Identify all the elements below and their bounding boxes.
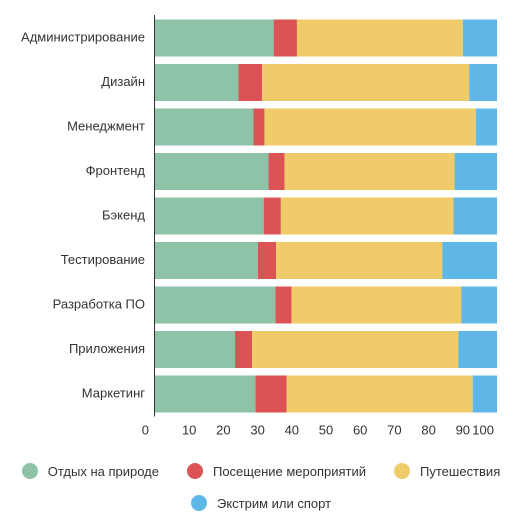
- category-label: Администрирование: [21, 29, 145, 44]
- bar-segment-1-row-6: [155, 242, 258, 279]
- category-label: Приложения: [69, 341, 145, 356]
- legend-label-travel: Путешествия: [420, 463, 501, 479]
- x-tick-label: 90: [456, 422, 470, 437]
- bar-segment-4-row-5: [453, 197, 497, 235]
- bar-segment-2-row-9: [255, 375, 287, 413]
- bar-segment-2-row-8: [235, 331, 253, 368]
- bar-segment-4-row-6: [442, 242, 497, 279]
- bar-segment-2-row-1: [273, 19, 297, 57]
- bar-segment-3-row-4: [284, 153, 455, 190]
- bar-segment-4-row-1: [462, 19, 497, 57]
- category-label: Менеджмент: [67, 118, 145, 133]
- category-label: Бэкенд: [102, 207, 145, 222]
- bar-segment-2-row-3: [253, 108, 265, 146]
- legend-item-travel: Путешествия: [394, 463, 500, 479]
- category-labels: Администрирование Дизайн Менеджмент Фронтен…: [21, 29, 145, 400]
- x-axis-tick-labels: 0 10 20 30 40 50 60 70 80 90 100: [142, 422, 494, 437]
- legend: Отдых на природе Посещение мероприятий П…: [0, 455, 522, 519]
- category-label: Разработка ПО: [53, 296, 145, 311]
- bar-segment-1-row-3: [155, 108, 254, 146]
- x-tick-label: 70: [387, 422, 401, 437]
- bar-segment-4-row-3: [475, 108, 497, 146]
- x-tick-label: 0: [142, 422, 149, 437]
- legend-item-events: Посещение мероприятий: [186, 463, 367, 479]
- bar-segment-1-row-9: [155, 375, 256, 413]
- x-tick-label: 50: [319, 422, 333, 437]
- bar-segment-1-row-1: [155, 19, 274, 57]
- bar-segment-3-row-3: [264, 108, 476, 146]
- x-tick-label: 100: [472, 422, 494, 437]
- category-label: Тестирование: [61, 252, 145, 267]
- bar-segment-1-row-2: [155, 64, 239, 101]
- x-tick-label: 40: [285, 422, 299, 437]
- bar-segment-1-row-4: [155, 153, 269, 190]
- x-tick-label: 20: [216, 422, 230, 437]
- bar-segment-3-row-9: [286, 375, 473, 413]
- x-tick-label: 60: [353, 422, 367, 437]
- legend-row-1: Отдых на природе Посещение мероприятий П…: [0, 455, 522, 487]
- bar-segment-4-row-7: [461, 286, 497, 324]
- bar-segment-3-row-2: [262, 64, 470, 101]
- bar-segment-1-row-5: [155, 197, 264, 235]
- bar-segment-4-row-8: [458, 331, 497, 368]
- legend-item-nature: Отдых на природе: [21, 463, 159, 479]
- bar-segment-2-row-6: [257, 242, 277, 279]
- bars: [155, 19, 497, 413]
- legend-row-2: Экстрим или спорт: [0, 487, 522, 519]
- bar-segment-3-row-1: [296, 19, 463, 57]
- legend-swatch-events: [186, 463, 203, 479]
- bar-segment-2-row-2: [238, 64, 263, 101]
- bar-segment-1-row-8: [155, 331, 236, 368]
- x-tick-label: 30: [250, 422, 264, 437]
- legend-swatch-nature: [21, 463, 38, 479]
- bar-segment-1-row-7: [155, 286, 276, 324]
- category-label: Фронтенд: [86, 163, 146, 178]
- category-label: Дизайн: [101, 74, 145, 89]
- x-tick-label: 10: [182, 422, 196, 437]
- legend-item-extreme: Экстрим или спорт: [190, 495, 332, 511]
- category-label: Маркетинг: [82, 385, 145, 400]
- bar-segment-4-row-4: [454, 153, 497, 190]
- bar-segment-3-row-8: [252, 331, 459, 368]
- bar-segment-3-row-6: [276, 242, 443, 279]
- stacked-bar-chart: Администрирование Дизайн Менеджмент Фронтен…: [21, 15, 497, 437]
- bar-segment-3-row-7: [291, 286, 462, 324]
- legend-swatch-travel: [394, 463, 411, 479]
- x-tick-label: 80: [421, 422, 435, 437]
- bar-segment-2-row-5: [263, 197, 281, 235]
- bar-segment-2-row-7: [275, 286, 292, 324]
- bar-segment-4-row-2: [469, 64, 497, 101]
- bar-segment-4-row-9: [472, 375, 497, 413]
- bar-segment-2-row-4: [268, 153, 285, 190]
- bar-segment-3-row-5: [280, 197, 454, 235]
- legend-swatch-extreme: [190, 495, 207, 511]
- legend-label-nature: Отдых на природе: [47, 463, 159, 479]
- legend-label-events: Посещение мероприятий: [212, 463, 367, 479]
- legend-label-extreme: Экстрим или спорт: [216, 495, 332, 511]
